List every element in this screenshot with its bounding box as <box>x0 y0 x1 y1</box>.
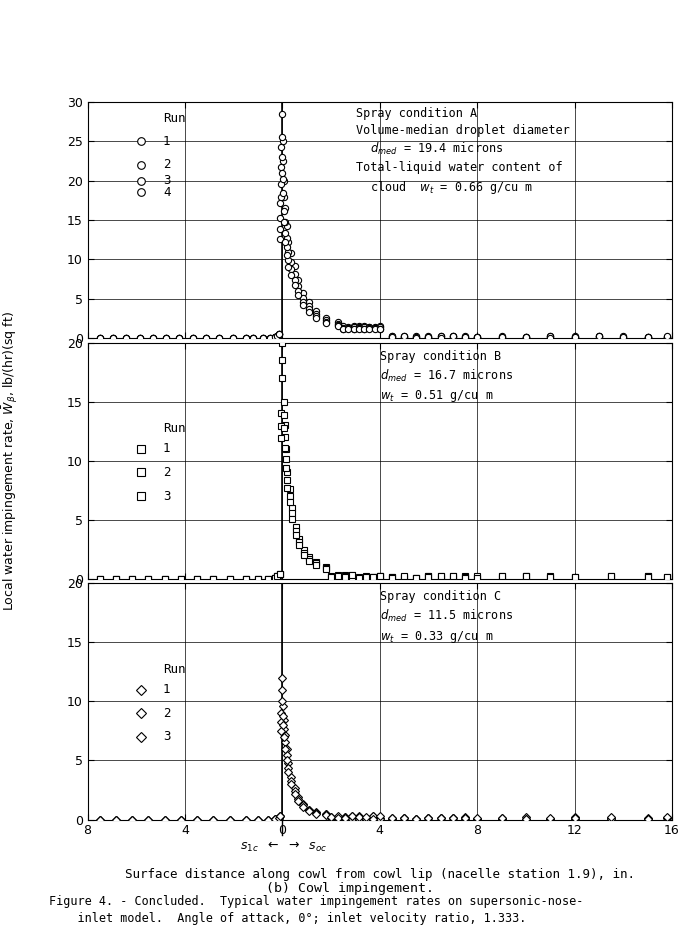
Text: $s_{1c}$ $\leftarrow$: $s_{1c}$ $\leftarrow$ <box>240 840 279 855</box>
Text: Figure 4. - Concluded.  Typical water impingement rates on supersonic-nose-
    : Figure 4. - Concluded. Typical water imp… <box>49 895 583 925</box>
Text: Spray condition C
$d_{med}$ = 11.5 microns
$w_t$ = 0.33 g/cu m: Spray condition C $d_{med}$ = 11.5 micro… <box>379 591 513 644</box>
Text: 1: 1 <box>163 443 171 456</box>
Text: 3: 3 <box>163 174 171 187</box>
Text: 1: 1 <box>163 134 171 148</box>
Text: Run: Run <box>163 663 186 676</box>
Text: Surface distance along cowl from cowl lip (nacelle station 1.9), in.: Surface distance along cowl from cowl li… <box>125 868 635 881</box>
Text: 1: 1 <box>163 683 171 696</box>
Text: Spray condition A
Volume-median droplet diameter
  $d_{med}$ = 19.4 microns
Tota: Spray condition A Volume-median droplet … <box>356 106 570 196</box>
Text: Spray condition B
$d_{med}$ = 16.7 microns
$w_t$ = 0.51 g/cu m: Spray condition B $d_{med}$ = 16.7 micro… <box>379 350 513 404</box>
Text: (b) Cowl impingement.: (b) Cowl impingement. <box>266 882 434 895</box>
Text: $\rightarrow$ $s_{oc}$: $\rightarrow$ $s_{oc}$ <box>286 840 328 855</box>
Text: 2: 2 <box>163 707 171 720</box>
Text: 3: 3 <box>163 490 171 503</box>
Text: Local water impingement rate, $\bar{W}_{\beta}$, lb/(hr)(sq ft): Local water impingement rate, $\bar{W}_{… <box>1 311 20 610</box>
Text: Run: Run <box>163 422 186 435</box>
Text: 4: 4 <box>163 186 171 199</box>
Text: Run: Run <box>163 112 186 125</box>
Text: 3: 3 <box>163 731 171 744</box>
Text: 2: 2 <box>163 466 171 479</box>
Text: 2: 2 <box>163 158 171 171</box>
